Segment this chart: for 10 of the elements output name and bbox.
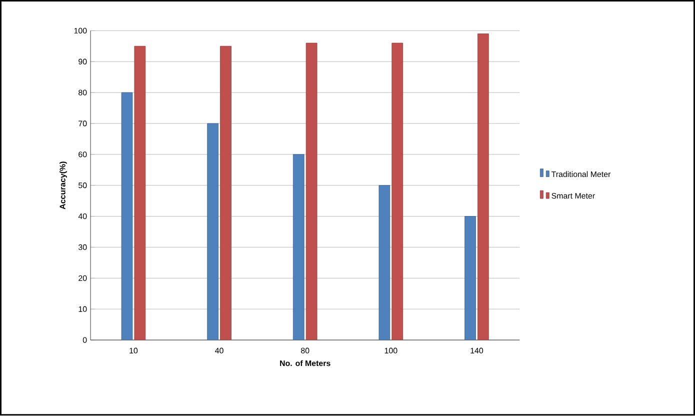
bar <box>121 92 133 340</box>
bar <box>134 46 146 340</box>
bar <box>378 185 390 340</box>
bar <box>478 34 489 340</box>
bar <box>292 154 304 340</box>
bar <box>306 43 318 340</box>
bar <box>464 216 476 340</box>
bar <box>220 46 232 340</box>
bar <box>392 43 404 340</box>
bar <box>207 123 218 340</box>
